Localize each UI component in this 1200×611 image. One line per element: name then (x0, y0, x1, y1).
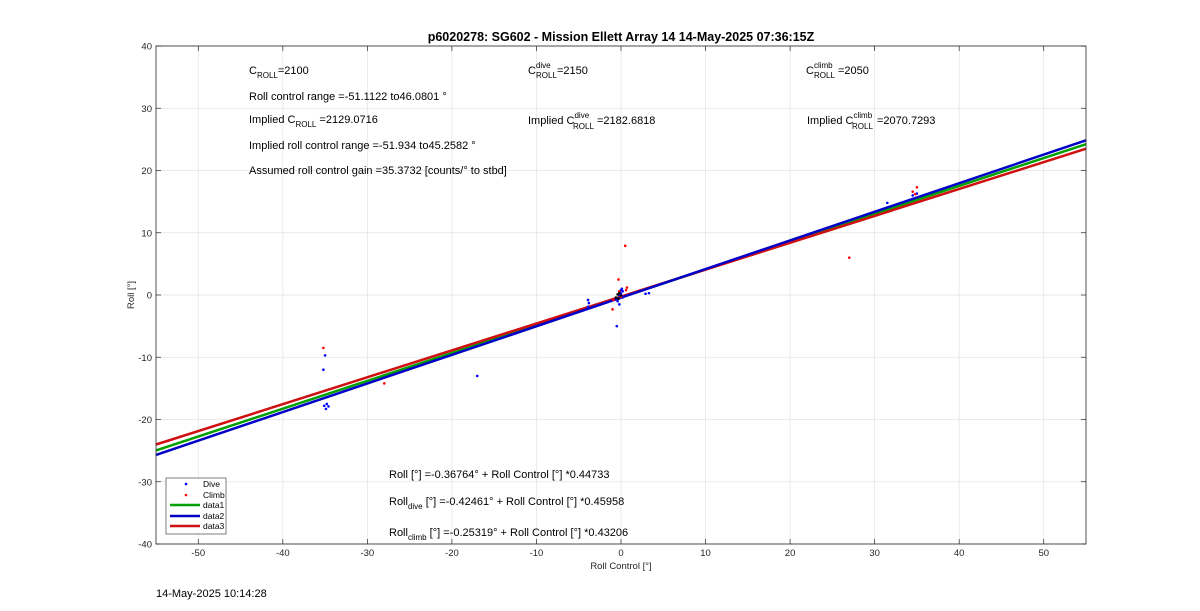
dive-point (647, 291, 651, 295)
dive-point (587, 301, 591, 305)
implied-croll-climb-subscript: ROLL (852, 122, 873, 131)
dive-point (586, 298, 590, 302)
data-points (322, 186, 919, 411)
croll-climb-subscript: ROLL (814, 71, 835, 80)
dive-point (644, 292, 647, 296)
croll-dive-subscript: ROLL (536, 71, 557, 80)
climb-point (625, 286, 629, 289)
dive-point (615, 324, 619, 328)
x-tick-label: 10 (700, 548, 711, 559)
x-tick-label: 40 (954, 548, 965, 559)
climb-point (623, 244, 627, 248)
legend-dive-marker (184, 482, 188, 486)
x-tick-label: -50 (191, 548, 205, 559)
dive-point (620, 287, 624, 291)
x-axis-label: Roll Control [°] (590, 561, 651, 572)
dive-point (616, 299, 619, 303)
x-tick-label: 0 (618, 548, 623, 559)
legend-climb-marker (184, 493, 188, 497)
implied-croll-dive-annotation: Implied Cdive (528, 111, 590, 127)
implied-croll-climb-value: =2070.7293 (877, 115, 935, 127)
y-tick-label: -10 (138, 353, 152, 364)
implied-range-annotation: Implied roll control range =-51.934 to45… (249, 140, 476, 152)
x-tick-label: -30 (360, 548, 374, 559)
dive-point (327, 405, 330, 408)
chart-title: p6020278: SG602 - Mission Ellett Array 1… (428, 30, 815, 44)
dive-point (325, 402, 329, 406)
climb-point (611, 308, 614, 311)
implied-croll-dive-subscript: ROLL (573, 122, 594, 131)
y-tick-label: 20 (141, 166, 152, 177)
croll-annotation: CROLL=2100 (249, 65, 309, 80)
climb-point (847, 256, 851, 259)
climb-point (618, 289, 621, 293)
equation-climb: Rollclimb [°] =-0.25319° + Roll Control … (389, 527, 628, 542)
y-tick-label: -30 (138, 477, 152, 488)
croll-climb-value: =2050 (838, 65, 869, 77)
legend-data2-label: data2 (203, 511, 225, 521)
legend: Dive Climb data1 data2 data3 (165, 477, 227, 535)
dive-point (323, 354, 327, 357)
print-timestamp: 14-May-2025 10:14:28 (156, 588, 267, 600)
x-tick-label: 30 (869, 548, 880, 559)
x-tick-label: -10 (530, 548, 544, 559)
legend-climb-label: Climb (203, 490, 225, 500)
cluster-point (614, 296, 618, 299)
climb-point (911, 190, 914, 193)
axis-ticks: -50 -40 -30 -20 -10 0 10 20 30 40 50 -40 -30 -20 -10 0 1… (138, 42, 1086, 559)
croll-climb-annotation: Cclimb (806, 61, 833, 77)
y-tick-label: 30 (141, 104, 152, 115)
y-tick-label: -20 (138, 415, 152, 426)
dive-point (911, 194, 914, 197)
y-tick-label: -40 (138, 540, 152, 551)
cluster-point (618, 291, 621, 295)
dive-point (618, 303, 621, 306)
legend-data1-label: data1 (203, 500, 225, 510)
cluster-point (617, 297, 620, 301)
dive-point (586, 305, 590, 309)
equation-all: Roll [°] =-0.36764° + Roll Control [°] *… (389, 469, 610, 481)
x-tick-label: -40 (276, 548, 290, 559)
y-axis-label: Roll [°] (126, 281, 137, 309)
y-tick-label: 10 (141, 228, 152, 239)
implied-croll-climb-annotation: Implied Cclimb (807, 111, 873, 127)
y-tick-label: 0 (147, 291, 152, 302)
dive-point (886, 201, 889, 205)
climb-point (612, 298, 615, 302)
dive-point (322, 404, 326, 408)
climb-point (915, 186, 919, 189)
dive-point (621, 289, 624, 293)
climb-point (382, 382, 386, 385)
x-tick-label: -20 (445, 548, 459, 559)
croll-dive-value: =2150 (557, 65, 588, 77)
x-tick-label: 20 (785, 548, 796, 559)
croll-dive-annotation: Cdive (528, 61, 551, 77)
legend-data3-label: data3 (203, 521, 225, 531)
dive-point (322, 368, 325, 372)
equation-dive: Rolldive [°] =-0.42461° + Roll Control [… (389, 496, 624, 511)
y-tick-label: 40 (141, 42, 152, 53)
roll-range-annotation: Roll control range =-51.1122 to46.0801 ° (249, 91, 447, 103)
climb-point (913, 192, 917, 196)
climb-point (624, 288, 628, 292)
dive-point (324, 407, 328, 411)
legend-dive-label: Dive (203, 479, 220, 489)
climb-point (322, 346, 325, 350)
implied-croll-dive-value: =2182.6818 (597, 115, 655, 127)
implied-croll-annotation: Implied CROLL =2129.0716 (249, 114, 378, 129)
gain-annotation: Assumed roll control gain =35.3732 [coun… (249, 165, 507, 177)
x-tick-label: 50 (1038, 548, 1049, 559)
climb-point (617, 278, 620, 281)
cluster-point (619, 294, 623, 297)
dive-point (475, 374, 479, 378)
